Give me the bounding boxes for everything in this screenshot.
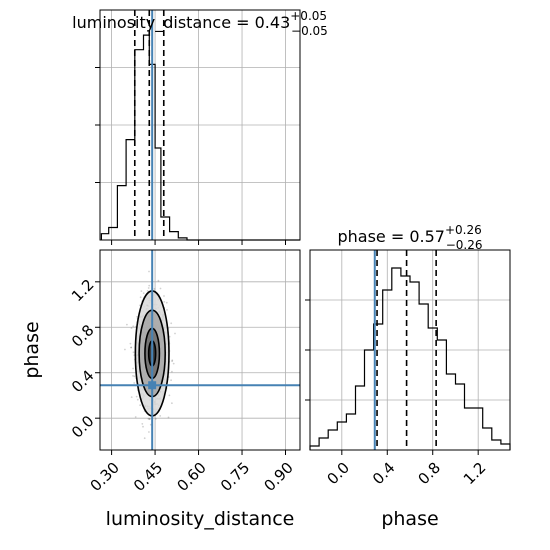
scatter-point — [132, 375, 134, 377]
scatter-point — [159, 287, 162, 290]
scatter-point — [165, 301, 168, 304]
scatter-point — [142, 292, 145, 295]
scatter-point — [170, 379, 173, 382]
scatter-point — [148, 431, 150, 433]
x-tick-label-phase: 0.8 — [414, 459, 444, 489]
scatter-point — [140, 290, 143, 292]
scatter-point — [147, 417, 150, 420]
scatter-point — [132, 367, 135, 370]
x-axis-label-phase: phase — [381, 508, 438, 530]
scatter-point — [171, 360, 174, 363]
y-axis-label-phase: phase — [21, 321, 43, 378]
scatter-point — [141, 423, 144, 425]
scatter-point — [149, 418, 151, 420]
x-tick-label-luminosity-distance: 0.90 — [260, 459, 296, 495]
scatter-point — [147, 453, 149, 455]
scatter-point — [132, 351, 135, 354]
scatter-point — [130, 346, 133, 349]
scatter-point — [153, 288, 156, 290]
scatter-point — [146, 290, 149, 292]
scatter-point — [157, 279, 160, 282]
x-tick-label-luminosity-distance: 0.75 — [217, 459, 253, 495]
scatter-point — [163, 301, 166, 303]
scatter-point — [134, 325, 137, 328]
x-tick-label-phase: 0.0 — [324, 459, 354, 489]
scatter-point — [130, 346, 133, 349]
panel-title-phase: phase = 0.57+0.26 −0.26 — [337, 223, 482, 252]
scatter-point — [130, 396, 133, 398]
scatter-point — [136, 315, 139, 318]
scatter-point — [174, 332, 176, 335]
x-tick-label-phase: 0.4 — [369, 459, 399, 489]
scatter-point — [166, 309, 168, 311]
scatter-point — [132, 325, 135, 328]
x-axis-label-luminosity-distance: luminosity_distance — [106, 508, 295, 530]
y-tick-label-phase: 1.2 — [68, 276, 98, 306]
panel-title-luminosity-distance: luminosity_distance = 0.43+0.05 −0.05 — [72, 9, 328, 38]
scatter-point — [139, 404, 142, 407]
scatter-point — [163, 295, 165, 297]
scatter-point — [148, 270, 150, 273]
x-tick-label-luminosity-distance: 0.60 — [174, 459, 210, 495]
scatter-point — [136, 398, 139, 401]
scatter-point — [124, 348, 126, 351]
scatter-point — [171, 370, 173, 373]
truth-marker — [148, 381, 157, 390]
scatter-point — [139, 296, 142, 299]
x-tick-label-luminosity-distance: 0.45 — [130, 459, 166, 495]
scatter-point — [147, 287, 150, 289]
scatter-point — [129, 342, 132, 345]
scatter-point — [154, 418, 157, 420]
scatter-point — [171, 359, 174, 362]
scatter-point — [170, 322, 173, 325]
scatter-point — [133, 382, 136, 384]
scatter-point — [142, 425, 144, 428]
scatter-point — [143, 437, 146, 440]
scatter-point — [167, 416, 170, 419]
scatter-point — [130, 327, 133, 329]
scatter-point — [126, 323, 128, 326]
histogram-step-luminosity-distance — [100, 34, 300, 241]
y-tick-label-phase: 0.0 — [68, 412, 98, 442]
scatter-frame — [99, 249, 301, 451]
scatter-point — [135, 395, 138, 398]
x-tick-label-luminosity-distance: 0.30 — [87, 459, 123, 495]
scatter-point — [168, 394, 171, 397]
histogram-panel-luminosity-distance: luminosity_distance = 0.43+0.05 −0.05 — [72, 9, 328, 245]
histogram-panel-phase: 0.0 0.4 0.8 1.2 phase = 0.57+0.26 −0.26 phas… — [305, 223, 511, 530]
scatter-point — [148, 284, 151, 287]
scatter-panel-luminosity-distance-phase: 0.30 0.45 0.60 0.75 0.90 0.0 0.4 0.8 1.2 luminos… — [21, 249, 301, 530]
y-tick-label-phase: 0.8 — [68, 321, 98, 351]
histogram-step-phase — [309, 267, 511, 450]
scatter-point — [133, 375, 136, 378]
scatter-point — [171, 402, 173, 405]
scatter-point — [159, 415, 162, 417]
scatter-point — [134, 416, 137, 418]
scatter-point — [172, 362, 175, 365]
y-tick-label-phase: 0.4 — [68, 367, 98, 397]
scatter-point — [148, 418, 151, 421]
x-tick-label-phase: 1.2 — [460, 459, 490, 489]
